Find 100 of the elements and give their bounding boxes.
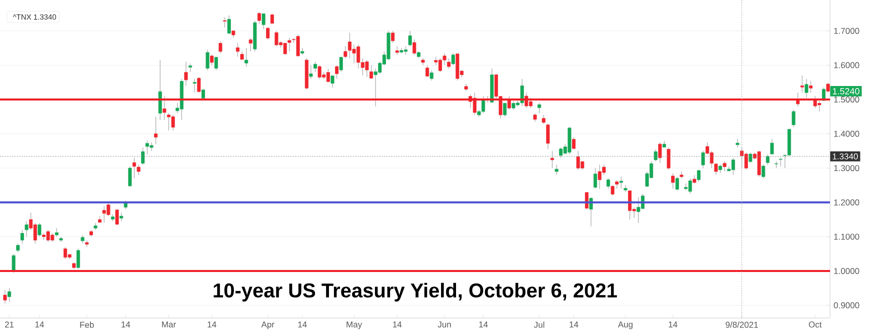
candlestick bbox=[675, 176, 679, 191]
y-tick-label: 1.3000 bbox=[834, 165, 860, 172]
x-tick-label: Mar bbox=[162, 322, 176, 328]
y-tick-label: 1.1000 bbox=[834, 234, 860, 240]
candlestick bbox=[826, 82, 830, 93]
x-tick-label: 21 bbox=[5, 322, 14, 328]
candlestick bbox=[666, 147, 670, 170]
candlestick bbox=[59, 236, 63, 242]
candlestick bbox=[283, 42, 287, 56]
candlestick bbox=[76, 248, 80, 270]
candlestick bbox=[262, 13, 266, 30]
candlestick bbox=[274, 30, 278, 47]
x-tick-label: 14 bbox=[122, 322, 130, 328]
candlestick bbox=[654, 148, 658, 162]
candlestick bbox=[412, 39, 416, 56]
candlestick bbox=[550, 150, 554, 168]
candlestick bbox=[141, 147, 145, 165]
candlestick bbox=[266, 27, 270, 40]
y-tick-label: 0.9000 bbox=[834, 302, 860, 308]
candlestick bbox=[223, 16, 227, 28]
candlestick bbox=[546, 123, 550, 150]
candlestick bbox=[257, 12, 261, 24]
candlestick bbox=[800, 75, 804, 93]
candlestick bbox=[762, 164, 766, 179]
candlestick bbox=[520, 78, 524, 107]
x-tick-label: Feb bbox=[80, 322, 94, 328]
y-tick-label: 1.2000 bbox=[834, 199, 860, 206]
x-tick-label: Apr bbox=[261, 322, 274, 330]
candlestick bbox=[227, 15, 231, 35]
x-tick-label: 14 bbox=[570, 322, 578, 328]
candlestick bbox=[426, 64, 430, 78]
candlestick bbox=[270, 13, 274, 24]
candlestick bbox=[447, 58, 451, 69]
candlestick bbox=[214, 56, 218, 71]
candlestick bbox=[326, 68, 330, 83]
candlestick bbox=[370, 64, 374, 80]
candlestick bbox=[3, 290, 7, 304]
candlestick bbox=[792, 109, 796, 128]
x-tick-label: 14 bbox=[35, 322, 44, 328]
ref-line-label: 1.3340 bbox=[832, 153, 858, 160]
candlestick bbox=[391, 30, 395, 44]
x-tick-label: Jul bbox=[534, 322, 544, 328]
candlestick bbox=[296, 34, 300, 57]
candlestick bbox=[757, 150, 761, 177]
candlestick bbox=[94, 222, 98, 230]
candlestick bbox=[335, 64, 339, 80]
x-tick-label: 9/8/2021 bbox=[726, 322, 758, 328]
candlestick bbox=[619, 176, 623, 189]
candlestick bbox=[218, 40, 222, 54]
candlestick bbox=[154, 116, 158, 144]
candlestick bbox=[628, 190, 632, 220]
x-tick-label: 14 bbox=[393, 322, 402, 328]
candlestick bbox=[20, 230, 24, 244]
candlestick bbox=[559, 147, 563, 158]
candlestick bbox=[688, 178, 692, 194]
candlestick bbox=[38, 222, 42, 237]
candlestick bbox=[538, 102, 542, 114]
candlestick bbox=[701, 150, 705, 168]
candlestick bbox=[150, 142, 154, 152]
candlestick bbox=[697, 170, 701, 182]
candlestick bbox=[330, 75, 334, 88]
text: 10-year US Treasury Yield, October 6, 2021 bbox=[214, 282, 617, 302]
candlestick bbox=[192, 78, 196, 93]
x-tick-label: 14 bbox=[298, 322, 307, 328]
candlestick bbox=[197, 76, 201, 93]
candlestick bbox=[158, 60, 162, 120]
x-tick-label: Aug bbox=[618, 322, 633, 330]
candlestick bbox=[24, 220, 28, 237]
candlestick bbox=[610, 184, 614, 196]
x-tick-label: Jun bbox=[438, 322, 451, 328]
x-tick-label: 14 bbox=[479, 322, 488, 328]
candlestick bbox=[33, 222, 37, 244]
candlestick bbox=[804, 78, 808, 98]
candlestick bbox=[744, 152, 748, 170]
candlestick bbox=[244, 48, 248, 68]
candlestick bbox=[503, 102, 507, 117]
candlestick bbox=[236, 42, 240, 57]
candlestick bbox=[64, 246, 68, 260]
candlestick bbox=[12, 254, 16, 274]
candlestick bbox=[766, 154, 770, 165]
candlestick bbox=[206, 49, 210, 71]
candlestick bbox=[309, 64, 313, 80]
candlestick bbox=[184, 61, 188, 86]
x-tick-label: May bbox=[346, 322, 362, 330]
candlestick bbox=[352, 44, 356, 64]
x-tick-label: Oct bbox=[808, 322, 822, 328]
candlestick bbox=[671, 172, 675, 189]
candlestick bbox=[572, 136, 576, 150]
annotation: 1.5240 bbox=[832, 88, 860, 94]
candlestick bbox=[8, 288, 12, 302]
candlestick bbox=[748, 152, 752, 164]
y-tick-label: 1.0000 bbox=[834, 268, 860, 274]
candlestick bbox=[736, 138, 740, 148]
x-tick-label: 14 bbox=[208, 322, 216, 328]
candlestick bbox=[714, 162, 718, 176]
candlestick bbox=[288, 37, 292, 52]
candlestick bbox=[210, 54, 214, 66]
candlestick bbox=[132, 158, 136, 179]
x-tick-label: 14 bbox=[668, 322, 678, 328]
candlestick bbox=[680, 171, 684, 179]
